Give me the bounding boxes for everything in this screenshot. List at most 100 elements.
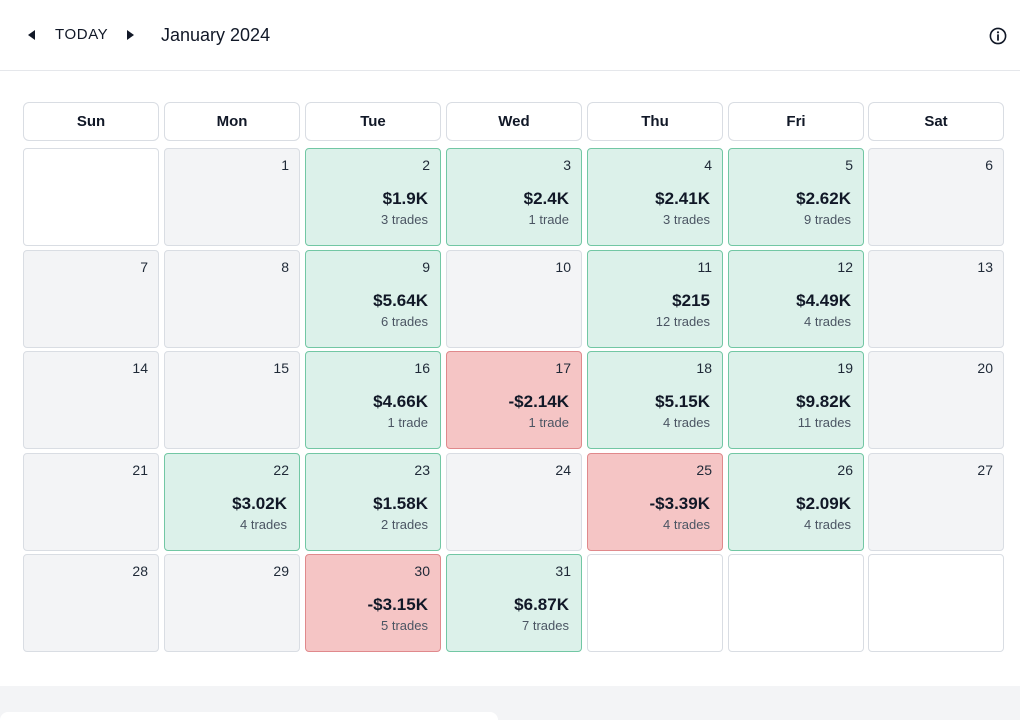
day-cell-2[interactable]: 2 $1.9K 3 trades [305,148,441,246]
day-number: 7 [140,259,148,275]
day-trade-count: 2 trades [381,517,428,532]
day-pnl: $2.62K [796,189,851,208]
day-number: 20 [977,360,993,376]
day-trade-count: 11 trades [797,415,851,430]
today-button[interactable]: TODAY [55,26,109,43]
calendar-toolbar: TODAY January 2024 [0,0,1020,71]
day-cell-21[interactable]: 21 [23,453,159,551]
day-number: 23 [414,462,430,478]
day-cell-11[interactable]: 11 $215 12 trades [587,250,723,348]
weekday-thu: Thu [587,102,723,141]
day-number: 30 [414,563,430,579]
day-cell-19[interactable]: 19 $9.82K 11 trades [728,351,864,449]
day-cell-4[interactable]: 4 $2.41K 3 trades [587,148,723,246]
day-cell-22[interactable]: 22 $3.02K 4 trades [164,453,300,551]
day-trade-count: 1 trade [528,415,569,430]
day-cell-31[interactable]: 31 $6.87K 7 trades [446,554,582,652]
day-cell-29[interactable]: 29 [164,554,300,652]
weekday-sun: Sun [23,102,159,141]
day-number: 15 [273,360,289,376]
day-cell-5[interactable]: 5 $2.62K 9 trades [728,148,864,246]
day-number: 6 [985,157,993,173]
day-cell-1[interactable]: 1 [164,148,300,246]
footer-tab [0,712,498,720]
day-trade-count: 4 trades [804,314,851,329]
day-pnl: $4.49K [796,291,851,310]
weekday-sat: Sat [868,102,1004,141]
day-trade-count: 12 trades [655,314,710,329]
previous-month-button[interactable] [19,22,43,48]
day-number: 25 [696,462,712,478]
day-pnl: $1.58K [373,494,428,513]
day-trade-count: 6 trades [381,314,428,329]
day-trade-count: 3 trades [663,212,710,227]
day-cell-25[interactable]: 25 -$3.39K 4 trades [587,453,723,551]
day-trade-count: 5 trades [381,618,428,633]
day-number: 14 [132,360,148,376]
day-cell-24[interactable]: 24 [446,453,582,551]
day-cell-16[interactable]: 16 $4.66K 1 trade [305,351,441,449]
day-number: 9 [422,259,430,275]
day-number: 3 [563,157,571,173]
day-cell-9[interactable]: 9 $5.64K 6 trades [305,250,441,348]
day-pnl: $215 [672,291,710,310]
next-month-button[interactable] [118,22,142,48]
weekday-fri: Fri [728,102,864,141]
info-icon[interactable] [989,27,1007,45]
month-title: January 2024 [161,25,271,45]
day-cell-15[interactable]: 15 [164,351,300,449]
empty-day-cell [23,148,159,246]
caret-left-icon [27,30,35,40]
day-number: 12 [837,259,853,275]
day-trade-count: 9 trades [804,212,851,227]
day-cell-12[interactable]: 12 $4.49K 4 trades [728,250,864,348]
day-number: 8 [281,259,289,275]
day-cell-18[interactable]: 18 $5.15K 4 trades [587,351,723,449]
weekday-wed: Wed [446,102,582,141]
day-cell-17[interactable]: 17 -$2.14K 1 trade [446,351,582,449]
day-cell-20[interactable]: 20 [868,351,1004,449]
day-pnl: $9.82K [796,392,851,411]
day-pnl: $2.41K [655,189,710,208]
day-number: 27 [977,462,993,478]
day-number: 10 [555,259,571,275]
day-number: 22 [273,462,289,478]
day-cell-7[interactable]: 7 [23,250,159,348]
day-pnl: $6.87K [514,595,569,614]
day-cell-30[interactable]: 30 -$3.15K 5 trades [305,554,441,652]
day-pnl: -$3.15K [367,595,428,614]
day-trade-count: 7 trades [522,618,569,633]
day-number: 18 [696,360,712,376]
day-trade-count: 1 trade [387,415,428,430]
day-pnl: $1.9K [382,189,428,208]
day-number: 26 [837,462,853,478]
day-cell-27[interactable]: 27 [868,453,1004,551]
day-trade-count: 4 trades [804,517,851,532]
empty-day-cell [728,554,864,652]
day-cell-13[interactable]: 13 [868,250,1004,348]
day-pnl: $5.64K [373,291,428,310]
day-cell-6[interactable]: 6 [868,148,1004,246]
day-cell-14[interactable]: 14 [23,351,159,449]
day-number: 16 [414,360,430,376]
day-number: 4 [704,157,712,173]
day-number: 19 [837,360,853,376]
day-cell-26[interactable]: 26 $2.09K 4 trades [728,453,864,551]
day-number: 17 [555,360,571,376]
day-pnl: $2.4K [523,189,569,208]
day-cell-8[interactable]: 8 [164,250,300,348]
weekday-mon: Mon [164,102,300,141]
day-trade-count: 1 trade [528,212,569,227]
day-cell-28[interactable]: 28 [23,554,159,652]
day-pnl: $2.09K [796,494,851,513]
day-number: 1 [281,157,289,173]
day-cell-10[interactable]: 10 [446,250,582,348]
empty-day-cell [868,554,1004,652]
day-trade-count: 3 trades [381,212,428,227]
day-number: 2 [422,157,430,173]
day-cell-3[interactable]: 3 $2.4K 1 trade [446,148,582,246]
day-number: 31 [555,563,571,579]
day-trade-count: 4 trades [663,415,710,430]
day-cell-23[interactable]: 23 $1.58K 2 trades [305,453,441,551]
day-number: 29 [273,563,289,579]
